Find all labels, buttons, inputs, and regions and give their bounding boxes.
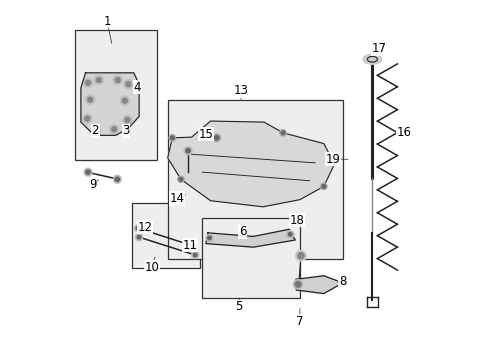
- Text: 9: 9: [89, 178, 96, 191]
- Circle shape: [295, 250, 305, 261]
- Circle shape: [177, 176, 184, 183]
- Circle shape: [135, 234, 142, 241]
- Text: 3: 3: [122, 124, 129, 137]
- Text: 7: 7: [296, 315, 303, 328]
- Circle shape: [190, 243, 197, 249]
- Text: 15: 15: [198, 128, 213, 141]
- Circle shape: [96, 77, 101, 82]
- Circle shape: [205, 234, 213, 242]
- Circle shape: [122, 98, 127, 103]
- Text: 12: 12: [138, 221, 152, 234]
- Circle shape: [339, 281, 343, 285]
- Circle shape: [281, 131, 285, 135]
- Text: 5: 5: [235, 300, 243, 313]
- Circle shape: [115, 177, 119, 181]
- Polygon shape: [205, 229, 295, 247]
- Circle shape: [124, 117, 130, 122]
- Circle shape: [295, 282, 300, 287]
- Circle shape: [286, 231, 293, 238]
- Circle shape: [214, 136, 218, 140]
- Circle shape: [86, 170, 90, 174]
- FancyBboxPatch shape: [75, 30, 157, 160]
- Circle shape: [320, 183, 326, 190]
- Text: 17: 17: [371, 42, 386, 55]
- Circle shape: [113, 75, 122, 85]
- Circle shape: [83, 78, 93, 87]
- Circle shape: [94, 75, 103, 85]
- Circle shape: [322, 185, 325, 188]
- Circle shape: [111, 127, 116, 132]
- Text: 1: 1: [103, 14, 110, 27]
- Circle shape: [297, 252, 304, 259]
- Circle shape: [288, 233, 291, 236]
- Circle shape: [193, 253, 197, 257]
- Circle shape: [82, 114, 92, 123]
- Circle shape: [134, 225, 142, 232]
- Text: 6: 6: [239, 225, 246, 238]
- Circle shape: [338, 280, 344, 286]
- Circle shape: [184, 147, 192, 155]
- Text: 8: 8: [338, 275, 346, 288]
- Circle shape: [87, 97, 93, 102]
- Circle shape: [85, 80, 90, 85]
- Circle shape: [136, 226, 140, 230]
- Text: 4: 4: [133, 81, 141, 94]
- Circle shape: [169, 135, 175, 141]
- Circle shape: [113, 175, 121, 183]
- Polygon shape: [296, 276, 342, 294]
- Circle shape: [212, 134, 220, 142]
- Circle shape: [91, 125, 101, 135]
- Text: 11: 11: [183, 239, 197, 252]
- Circle shape: [122, 115, 132, 125]
- Circle shape: [137, 235, 141, 239]
- Circle shape: [125, 82, 131, 87]
- Circle shape: [185, 149, 190, 153]
- Text: 16: 16: [396, 126, 411, 139]
- Circle shape: [85, 95, 95, 104]
- Text: 19: 19: [325, 153, 340, 166]
- FancyBboxPatch shape: [132, 203, 200, 267]
- Text: 14: 14: [169, 192, 184, 205]
- Circle shape: [192, 244, 195, 248]
- Circle shape: [279, 130, 285, 136]
- Circle shape: [115, 77, 120, 82]
- Circle shape: [170, 136, 174, 140]
- Circle shape: [207, 236, 211, 240]
- Circle shape: [84, 168, 92, 176]
- Circle shape: [293, 280, 302, 289]
- Polygon shape: [167, 121, 334, 207]
- Text: 13: 13: [233, 84, 248, 97]
- Circle shape: [109, 125, 119, 134]
- Text: 2: 2: [91, 124, 99, 137]
- Circle shape: [179, 177, 183, 181]
- FancyBboxPatch shape: [201, 217, 299, 298]
- Polygon shape: [81, 73, 139, 135]
- Circle shape: [120, 96, 129, 105]
- Text: 18: 18: [289, 213, 304, 226]
- Ellipse shape: [363, 54, 381, 64]
- Circle shape: [123, 80, 133, 89]
- Circle shape: [191, 251, 198, 258]
- Text: 10: 10: [144, 261, 159, 274]
- FancyBboxPatch shape: [167, 100, 342, 258]
- Circle shape: [84, 116, 90, 121]
- Circle shape: [94, 127, 99, 132]
